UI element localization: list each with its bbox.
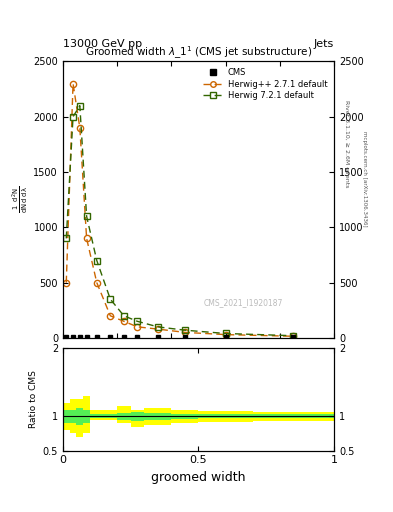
Herwig 7.2.1 default: [64, 236, 69, 242]
Text: mcplots.cern.ch [arXiv:1306.3436]: mcplots.cern.ch [arXiv:1306.3436]: [362, 132, 367, 227]
Herwig 7.2.1 default: [108, 296, 113, 302]
Herwig++ 2.7.1 default: [156, 326, 160, 332]
Text: CMS_2021_I1920187: CMS_2021_I1920187: [204, 298, 283, 307]
CMS: [223, 334, 228, 340]
Herwig 7.2.1 default: [71, 114, 75, 120]
Herwig++ 2.7.1 default: [71, 80, 75, 87]
Legend: CMS, Herwig++ 2.7.1 default, Herwig 7.2.1 default: CMS, Herwig++ 2.7.1 default, Herwig 7.2.…: [200, 66, 330, 102]
Y-axis label: Ratio to CMS: Ratio to CMS: [29, 370, 39, 429]
CMS: [135, 334, 140, 340]
Line: CMS: CMS: [64, 335, 296, 340]
Herwig++ 2.7.1 default: [94, 280, 99, 286]
Herwig 7.2.1 default: [156, 324, 160, 330]
Herwig 7.2.1 default: [77, 102, 82, 109]
Line: Herwig++ 2.7.1 default: Herwig++ 2.7.1 default: [63, 80, 296, 339]
Herwig 7.2.1 default: [223, 330, 228, 336]
CMS: [64, 334, 69, 340]
Text: Rivet 3.1.10, ≥ 2.6M events: Rivet 3.1.10, ≥ 2.6M events: [344, 100, 349, 187]
Herwig++ 2.7.1 default: [77, 125, 82, 131]
CMS: [156, 334, 160, 340]
CMS: [71, 334, 75, 340]
CMS: [77, 334, 82, 340]
Herwig 7.2.1 default: [94, 258, 99, 264]
Herwig++ 2.7.1 default: [84, 236, 89, 242]
Y-axis label: $\mathregular{\frac{1}{\rm dN}\frac{d^2N}{d\,d\,\lambda}}$: $\mathregular{\frac{1}{\rm dN}\frac{d^2N…: [11, 186, 31, 214]
Herwig 7.2.1 default: [291, 333, 296, 339]
CMS: [291, 334, 296, 340]
Herwig++ 2.7.1 default: [121, 318, 126, 325]
CMS: [108, 334, 113, 340]
CMS: [84, 334, 89, 340]
Herwig 7.2.1 default: [183, 327, 187, 333]
Herwig++ 2.7.1 default: [108, 313, 113, 319]
Herwig++ 2.7.1 default: [183, 329, 187, 335]
X-axis label: groomed width: groomed width: [151, 471, 246, 484]
Herwig 7.2.1 default: [121, 313, 126, 319]
Herwig++ 2.7.1 default: [291, 333, 296, 339]
Text: 13000 GeV pp: 13000 GeV pp: [63, 38, 142, 49]
Text: Jets: Jets: [314, 38, 334, 49]
Herwig++ 2.7.1 default: [223, 332, 228, 338]
Herwig++ 2.7.1 default: [64, 280, 69, 286]
CMS: [94, 334, 99, 340]
Title: Groomed width $\lambda\_1^1$ (CMS jet substructure): Groomed width $\lambda\_1^1$ (CMS jet su…: [85, 45, 312, 61]
CMS: [183, 334, 187, 340]
Herwig++ 2.7.1 default: [135, 324, 140, 330]
Line: Herwig 7.2.1 default: Herwig 7.2.1 default: [63, 102, 296, 339]
Herwig 7.2.1 default: [84, 213, 89, 219]
Herwig 7.2.1 default: [135, 318, 140, 325]
CMS: [121, 334, 126, 340]
